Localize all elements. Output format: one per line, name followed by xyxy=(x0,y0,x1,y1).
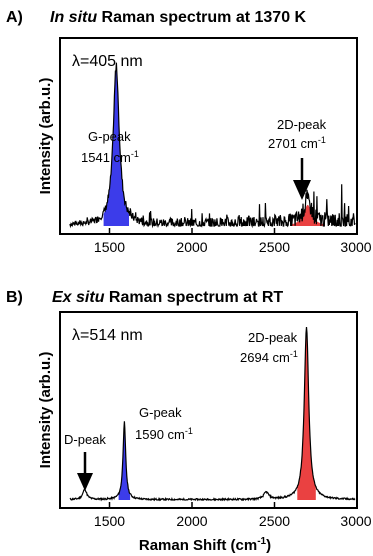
panel-b-label: B) xyxy=(6,289,23,306)
panel-a-2d-arrow xyxy=(293,158,311,200)
x-tick-label: 1500 xyxy=(94,239,125,255)
x-tick-label: 3000 xyxy=(340,239,371,255)
panel-b-d-arrow xyxy=(77,452,93,491)
panel-b-g-peak-label: G-peak xyxy=(139,405,182,420)
panel-a-chart: 1500 2000 2500 3000 Intensity (arb.u.) λ=40… xyxy=(37,37,372,255)
panel-b-2d-peak-label: 2D-peak xyxy=(248,330,298,345)
panel-b-g-peak-value: 1590 cm-1 xyxy=(135,426,193,442)
x-tick-label: 2500 xyxy=(259,239,290,255)
x-tick-label: 2000 xyxy=(176,239,207,255)
x-tick-label: 2000 xyxy=(176,513,207,529)
x-tick-label: 3000 xyxy=(340,513,371,529)
panel-b-ylabel: Intensity (arb.u.) xyxy=(37,352,54,469)
x-axis-label: Raman Shift (cm-1) xyxy=(139,536,271,554)
panel-b-frame xyxy=(59,311,358,509)
panel-a-title: In situ Raman spectrum at 1370 K xyxy=(50,9,307,26)
panel-a-g-peak-value: 1541 cm-1 xyxy=(81,149,139,165)
panel-a-label: A) xyxy=(6,9,23,26)
panel-a-frame xyxy=(59,37,358,235)
x-tick-label: 1500 xyxy=(94,513,125,529)
panel-a-peak-fill-1 xyxy=(290,204,325,226)
panel-a-ylabel: Intensity (arb.u.) xyxy=(37,78,54,195)
panel-a-2d-peak-label: 2D-peak xyxy=(277,117,327,132)
panel-b-wavelength: λ=514 nm xyxy=(72,327,143,344)
panel-b-title: Ex situ Raman spectrum at RT xyxy=(52,289,283,306)
panel-b-spectrum-line xyxy=(69,326,356,502)
panel-a-spectrum-line xyxy=(69,62,356,229)
x-tick-label: 2500 xyxy=(259,513,290,529)
panel-a-g-peak-label: G-peak xyxy=(88,129,131,144)
panel-a-peak-fill-0 xyxy=(103,67,129,227)
panel-b-d-peak-label: D-peak xyxy=(64,432,106,447)
panel-b-chart: 1500 2000 2500 3000 Intensity (arb.u.) λ=51… xyxy=(37,311,372,529)
panel-b-2d-peak-value: 2694 cm-1 xyxy=(240,349,298,365)
panel-a-wavelength: λ=405 nm xyxy=(72,53,143,70)
panel-b-peak-fill-3 xyxy=(297,327,316,500)
panel-a-2d-peak-value: 2701 cm-1 xyxy=(268,135,326,151)
